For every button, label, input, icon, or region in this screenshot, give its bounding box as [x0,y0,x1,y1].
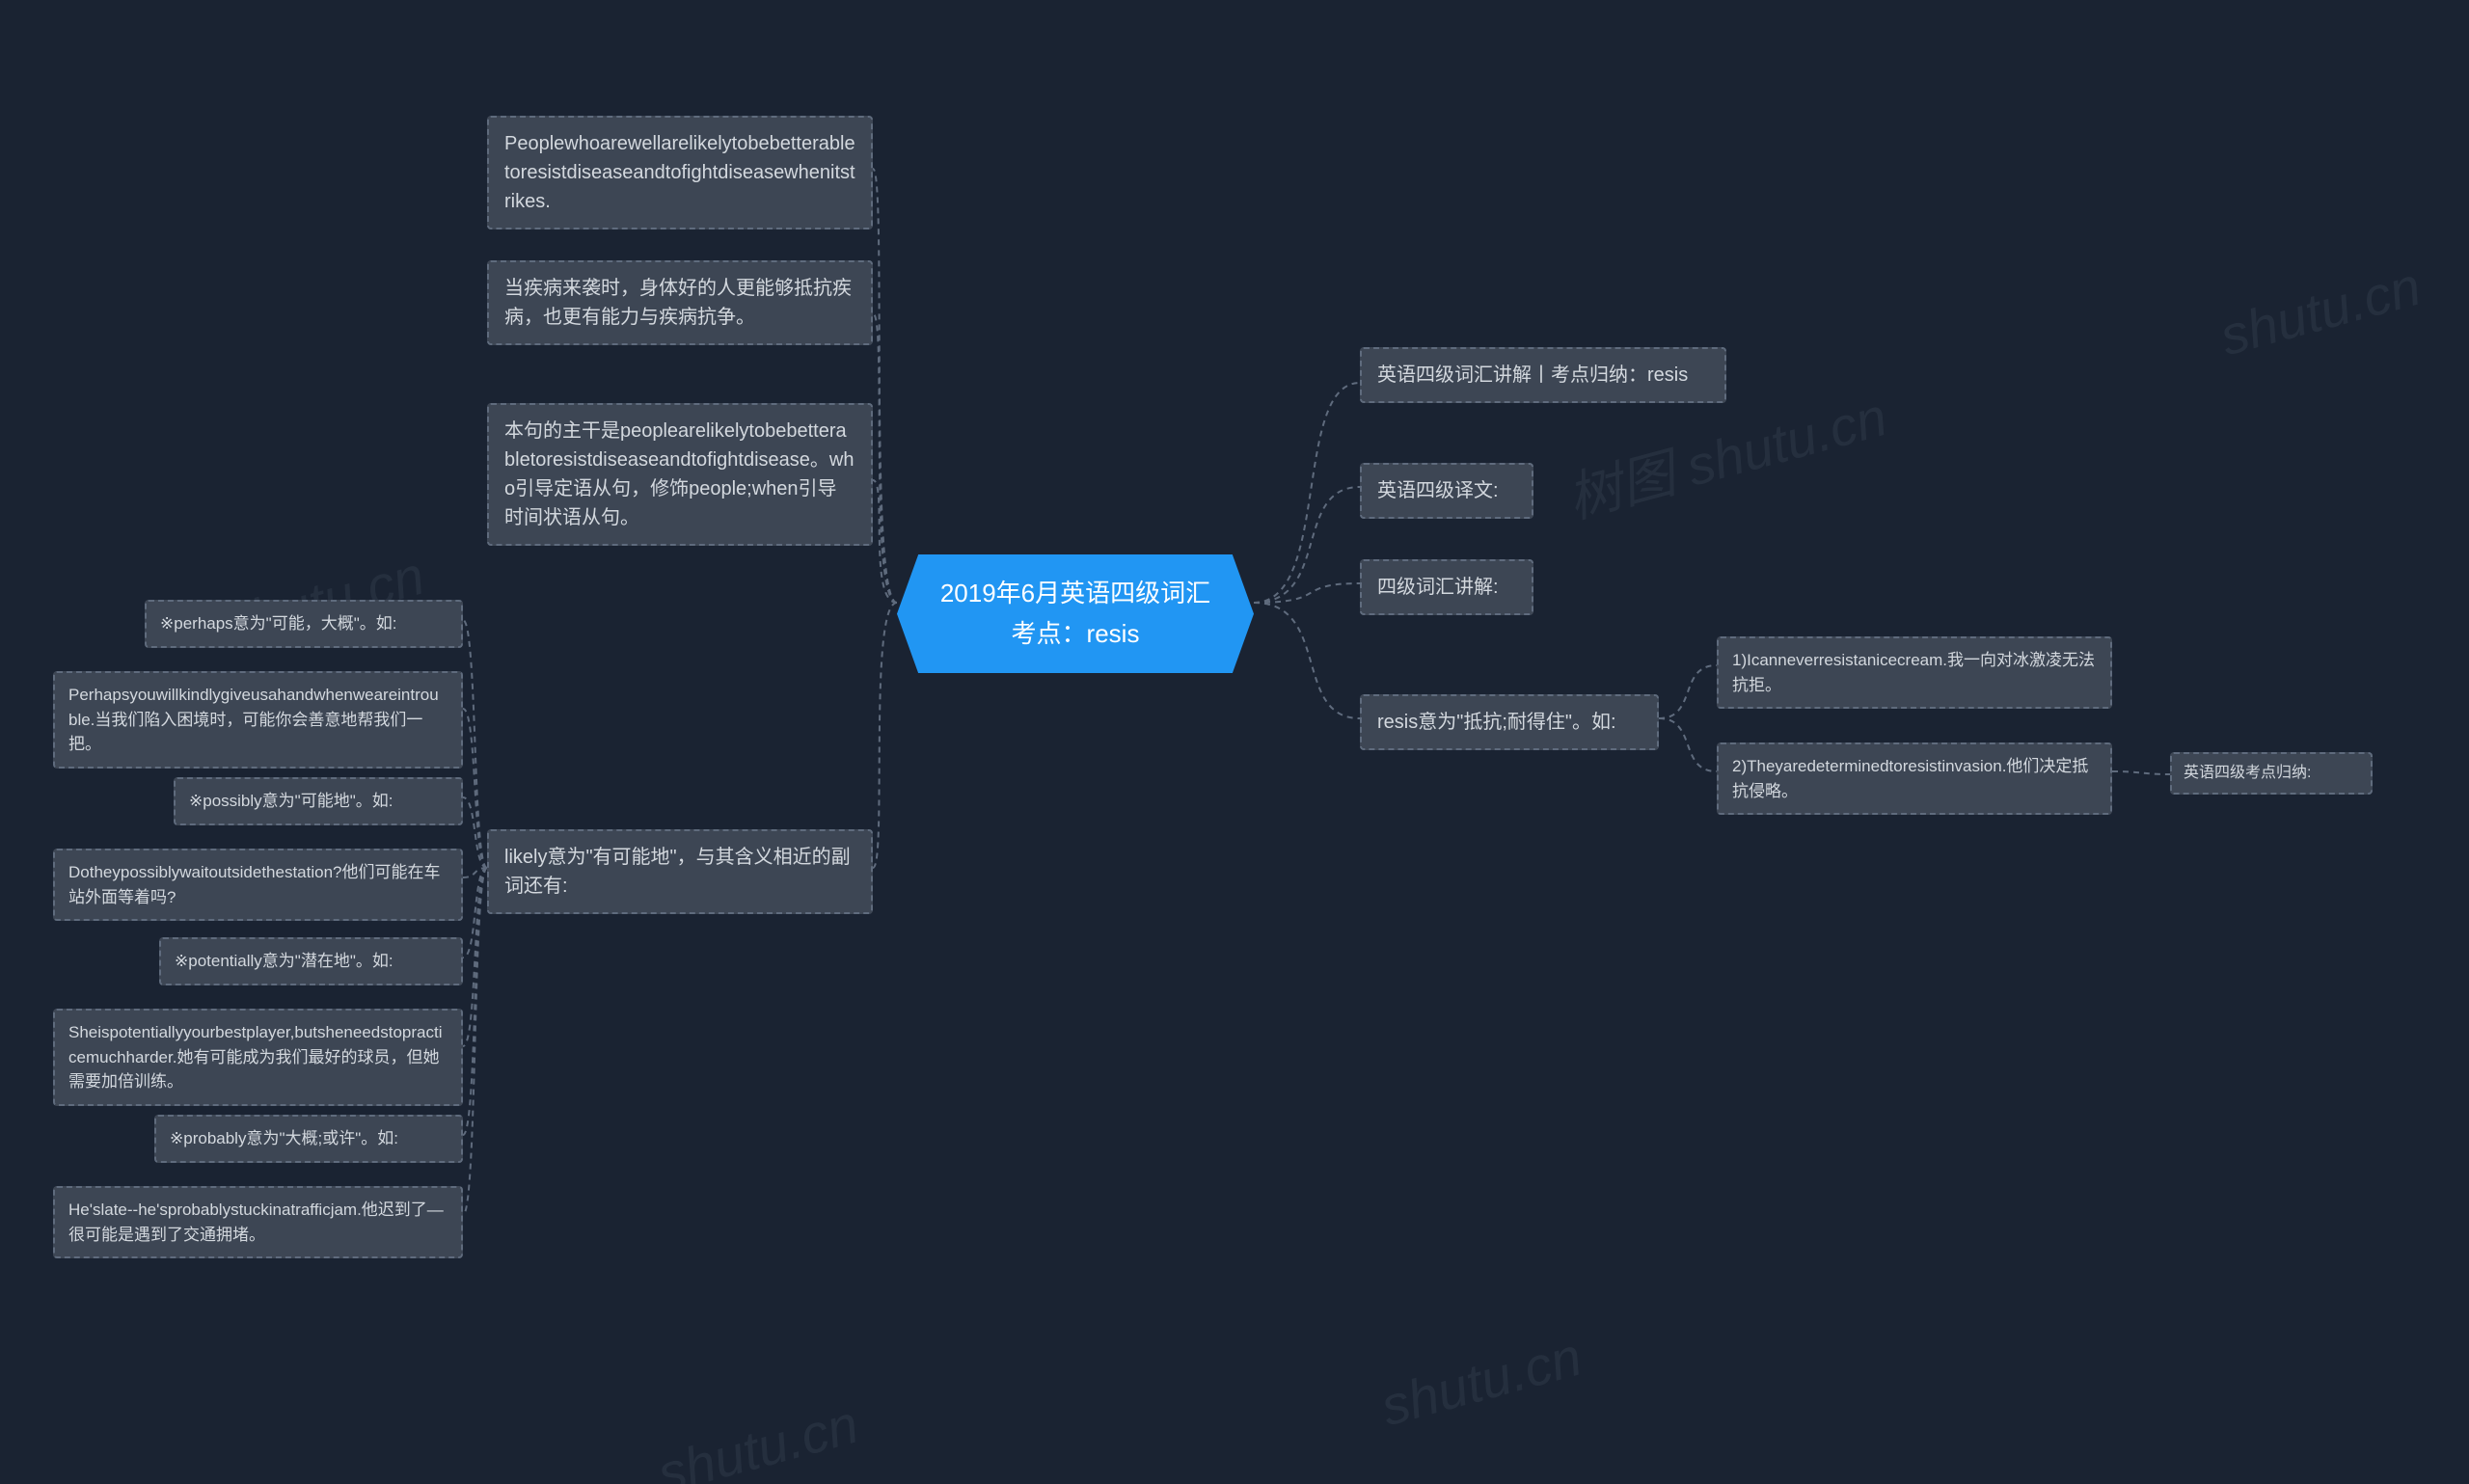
likely-child-possibly-label: ※possibly意为"可能地"。如: [174,777,463,825]
left-node-translation: 当疾病来袭时，身体好的人更能够抵抗疾病，也更有能力与疾病抗争。 [487,260,873,345]
right-node-title: 英语四级词汇讲解丨考点归纳：resis [1360,347,1726,403]
likely-child-potentially-label: ※potentially意为"潜在地"。如: [159,937,463,985]
watermark: shutu.cn [2213,255,2427,368]
left-node-grammar: 本句的主干是peoplearelikelytobebetterabletores… [487,403,873,546]
likely-child-perhaps-label: ※perhaps意为"可能，大概"。如: [145,600,463,648]
resis-child-2: 2)Theyaredeterminedtoresistinvasion.他们决定… [1717,742,2112,815]
left-node-english-sentence: Peoplewhoarewellarelikelytobebetterablet… [487,116,873,229]
root-line1: 2019年6月英语四级词汇 [940,579,1210,607]
watermark: shutu.cn [1374,1325,1587,1439]
root-node: 2019年6月英语四级词汇 考点：resis [897,554,1254,673]
likely-child-potentially-example: Sheispotentiallyyourbestplayer,butshenee… [53,1009,463,1106]
resis-child-1: 1)Icanneverresistanicecream.我一向对冰激凌无法抗拒。 [1717,636,2112,709]
left-node-likely: likely意为"有可能地"，与其含义相近的副词还有: [487,829,873,914]
watermark: shutu.cn [651,1392,864,1484]
root-line2: 考点：resis [1012,619,1140,648]
right-node-summary: 英语四级考点归纳: [2170,752,2373,795]
right-node-translation-label: 英语四级译文: [1360,463,1533,519]
likely-child-probably-example: He'slate--he'sprobablystuckinatrafficjam… [53,1186,463,1258]
likely-child-possibly-example: Dotheypossiblywaitoutsidethestation?他们可能… [53,849,463,921]
likely-child-perhaps-example: Perhapsyouwillkindlygiveusahandwhenweare… [53,671,463,769]
right-node-vocab-label: 四级词汇讲解: [1360,559,1533,615]
likely-child-probably-label: ※probably意为"大概;或许"。如: [154,1115,463,1163]
right-node-resis: resis意为"抵抗;耐得住"。如: [1360,694,1659,750]
